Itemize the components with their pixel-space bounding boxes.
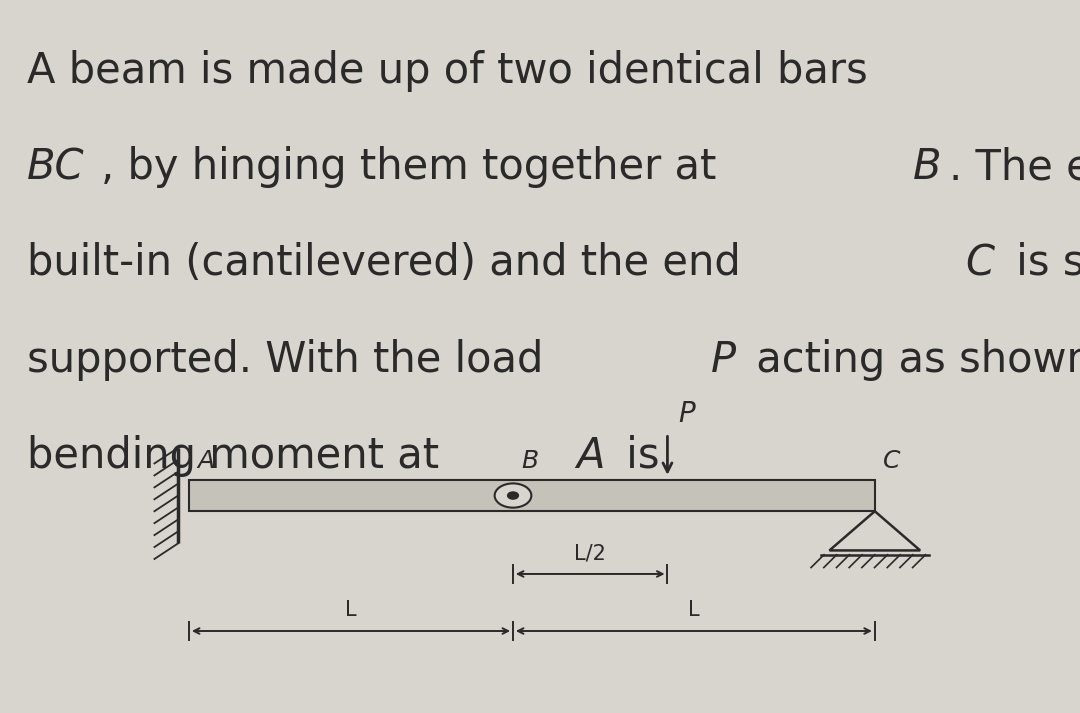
- Text: A: A: [576, 435, 605, 477]
- Text: supported. With the load: supported. With the load: [27, 339, 556, 381]
- Text: P: P: [678, 400, 696, 428]
- Text: B: B: [913, 146, 941, 188]
- Text: BC: BC: [27, 146, 84, 188]
- Text: A beam is made up of two identical bars: A beam is made up of two identical bars: [27, 50, 881, 92]
- Text: is: is: [612, 435, 659, 477]
- Text: built-in (cantilevered) and the end: built-in (cantilevered) and the end: [27, 242, 754, 284]
- Text: C: C: [883, 448, 901, 473]
- Polygon shape: [189, 480, 875, 511]
- Text: L: L: [346, 600, 356, 620]
- Circle shape: [495, 483, 531, 508]
- Text: B: B: [522, 448, 539, 473]
- Text: L: L: [688, 600, 700, 620]
- Text: A: A: [198, 448, 215, 473]
- Text: bending moment at: bending moment at: [27, 435, 453, 477]
- Text: is simply-: is simply-: [1002, 242, 1080, 284]
- Text: C: C: [966, 242, 995, 284]
- Circle shape: [508, 492, 518, 499]
- Text: . The end: . The end: [949, 146, 1080, 188]
- Text: , by hinging them together at: , by hinging them together at: [102, 146, 730, 188]
- Text: P: P: [711, 339, 735, 381]
- Text: acting as shown, the: acting as shown, the: [743, 339, 1080, 381]
- Text: L/2: L/2: [575, 543, 606, 563]
